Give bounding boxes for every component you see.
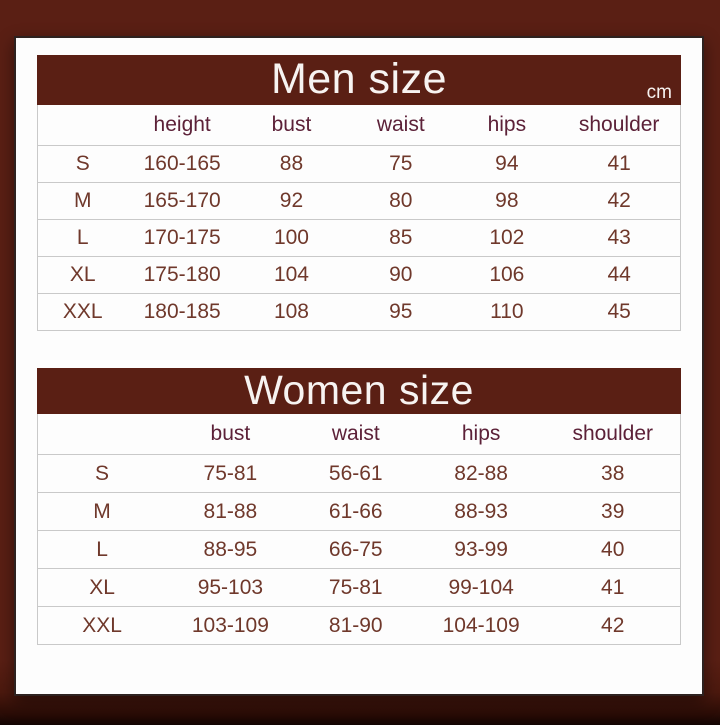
table-row-men-m: M 165-170 92 80 98 42 xyxy=(37,182,681,220)
size-cell: M xyxy=(37,182,128,220)
table-row-women-m: M 81-88 61-66 88-93 39 xyxy=(37,492,681,531)
value-cell: 75 xyxy=(346,145,456,183)
value-cell: 88-95 xyxy=(166,530,295,569)
value-cell: 100 xyxy=(236,219,347,257)
women-table-head: bust waist hips shoulder xyxy=(38,414,681,455)
value-cell: 38 xyxy=(545,454,681,493)
column-header-height: height xyxy=(153,113,211,136)
value-cell: 95-103 xyxy=(166,568,295,607)
value-cell: 94 xyxy=(455,145,559,183)
column-header-hips: hips xyxy=(487,113,527,136)
value-cell: 85 xyxy=(346,219,456,257)
value-cell: 95 xyxy=(346,293,456,331)
column-header-shoulder: shoulder xyxy=(578,113,660,136)
unit-label-cm: cm xyxy=(646,82,672,103)
column-header-bust: bust xyxy=(271,113,312,136)
value-cell: 44 xyxy=(558,256,681,294)
value-cell: 104-109 xyxy=(416,606,546,645)
women-header-row: bust waist hips shoulder xyxy=(38,414,681,455)
value-cell: 180-185 xyxy=(127,293,237,331)
column-header-bust: bust xyxy=(210,422,251,445)
size-cell: L xyxy=(37,530,167,569)
men-table-body: S 160-165 88 75 94 41 M 165-170 92 80 98… xyxy=(37,145,681,331)
value-cell: 175-180 xyxy=(127,256,237,294)
table-row-men-xl: XL 175-180 104 90 106 44 xyxy=(37,256,681,294)
value-cell: 39 xyxy=(545,492,681,531)
table-row-women-l: L 88-95 66-75 93-99 40 xyxy=(37,530,681,569)
value-cell: 75-81 xyxy=(166,454,295,493)
women-size-table: bust waist hips shoulder S 75-81 56-61 8… xyxy=(37,414,681,645)
value-cell: 90 xyxy=(346,256,456,294)
value-cell: 56-61 xyxy=(294,454,417,493)
table-row-men-s: S 160-165 88 75 94 41 xyxy=(37,145,681,183)
value-cell: 98 xyxy=(455,182,559,220)
women-size-header-bar: Women size xyxy=(37,368,681,414)
value-cell: 160-165 xyxy=(127,145,237,183)
column-header-blank xyxy=(38,105,128,146)
table-row-women-xxl: XXL 103-109 81-90 104-109 42 xyxy=(37,606,681,645)
men-table-head: height bust waist hips shoulder xyxy=(38,105,681,146)
value-cell: 108 xyxy=(236,293,347,331)
column-header-hips: hips xyxy=(461,422,501,445)
size-cell: XL xyxy=(37,568,167,607)
value-cell: 88-93 xyxy=(416,492,546,531)
value-cell: 82-88 xyxy=(416,454,546,493)
size-cell: L xyxy=(37,219,128,257)
value-cell: 42 xyxy=(558,182,681,220)
size-chart-panel: Men size cm height bust waist hips shoul… xyxy=(14,36,704,696)
men-size-header-bar: Men size cm xyxy=(37,55,681,105)
value-cell: 66-75 xyxy=(294,530,417,569)
table-row-women-xl: XL 95-103 75-81 99-104 41 xyxy=(37,568,681,607)
value-cell: 61-66 xyxy=(294,492,417,531)
size-cell: M xyxy=(37,492,167,531)
men-size-title: Men size xyxy=(270,55,448,103)
value-cell: 81-88 xyxy=(166,492,295,531)
size-cell: XXL xyxy=(37,606,167,645)
value-cell: 41 xyxy=(558,145,681,183)
value-cell: 40 xyxy=(545,530,681,569)
table-row-men-xxl: XXL 180-185 108 95 110 45 xyxy=(37,293,681,331)
column-header-shoulder: shoulder xyxy=(572,422,653,445)
column-header-waist: waist xyxy=(376,113,425,136)
value-cell: 103-109 xyxy=(166,606,295,645)
value-cell: 99-104 xyxy=(416,568,546,607)
women-size-title: Women size xyxy=(244,367,474,413)
value-cell: 80 xyxy=(346,182,456,220)
value-cell: 102 xyxy=(455,219,559,257)
value-cell: 42 xyxy=(545,606,681,645)
size-cell: S xyxy=(37,454,167,493)
table-row-women-s: S 75-81 56-61 82-88 38 xyxy=(37,454,681,493)
value-cell: 92 xyxy=(236,182,347,220)
value-cell: 93-99 xyxy=(416,530,546,569)
column-header-waist: waist xyxy=(331,422,380,445)
value-cell: 41 xyxy=(545,568,681,607)
value-cell: 81-90 xyxy=(294,606,417,645)
size-cell: S xyxy=(37,145,128,183)
women-table-body: S 75-81 56-61 82-88 38 M 81-88 61-66 88-… xyxy=(37,454,681,645)
value-cell: 75-81 xyxy=(294,568,417,607)
value-cell: 43 xyxy=(558,219,681,257)
value-cell: 45 xyxy=(558,293,681,331)
value-cell: 165-170 xyxy=(127,182,237,220)
value-cell: 170-175 xyxy=(127,219,237,257)
value-cell: 106 xyxy=(455,256,559,294)
value-cell: 110 xyxy=(455,293,559,331)
men-size-table: height bust waist hips shoulder S 160-16… xyxy=(37,105,681,331)
column-header-blank xyxy=(38,414,167,455)
table-row-men-l: L 170-175 100 85 102 43 xyxy=(37,219,681,257)
value-cell: 88 xyxy=(236,145,347,183)
size-cell: XXL xyxy=(37,293,128,331)
value-cell: 104 xyxy=(236,256,347,294)
men-header-row: height bust waist hips shoulder xyxy=(38,105,681,146)
size-cell: XL xyxy=(37,256,128,294)
